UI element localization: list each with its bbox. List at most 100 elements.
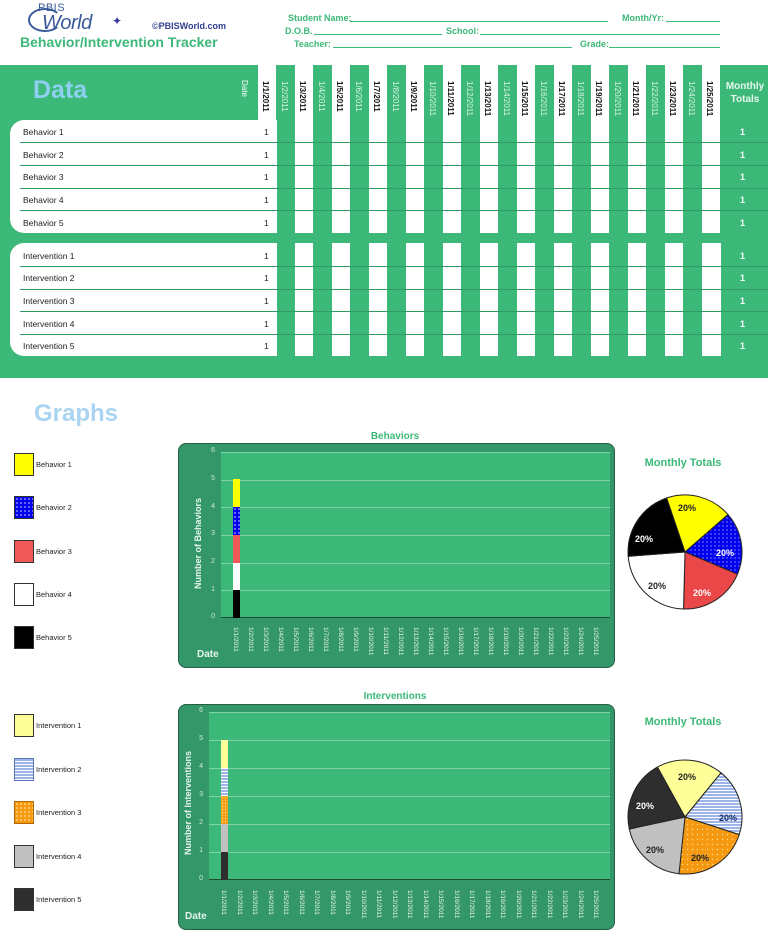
svg-text:20%: 20% bbox=[691, 853, 709, 863]
behavior-cell[interactable]: 1 bbox=[264, 195, 269, 205]
behaviors-y-axis-label: Number of Behaviors bbox=[193, 497, 203, 589]
teacher-field[interactable] bbox=[333, 38, 572, 48]
behavior-row-label: Behavior 2 bbox=[23, 150, 64, 160]
intervention-cell[interactable]: 1 bbox=[264, 273, 269, 283]
date-column[interactable]: 1/13/2011 bbox=[480, 65, 498, 233]
behavior-cell[interactable]: 1 bbox=[264, 172, 269, 182]
behaviors-pie-chart: 20% 20% 20% 20% 20% bbox=[627, 494, 743, 610]
svg-text:20%: 20% bbox=[719, 813, 737, 823]
behavior-total: 1 bbox=[740, 172, 746, 182]
intervention-row-label: Intervention 1 bbox=[23, 251, 75, 261]
legend-item-behavior-5: Behavior 5 bbox=[14, 626, 72, 649]
yellow-swatch-icon bbox=[14, 453, 34, 476]
interventions-pie-title: Monthly Totals bbox=[644, 716, 722, 728]
behavior-row-label: Behavior 5 bbox=[23, 218, 64, 228]
legend-item-intervention-1: Intervention 1 bbox=[14, 714, 81, 737]
graphs-section-title: Graphs bbox=[34, 400, 119, 427]
legend-item-behavior-4: Behavior 4 bbox=[14, 583, 72, 606]
intervention-cell[interactable]: 1 bbox=[264, 319, 269, 329]
blue-dotted-swatch-icon bbox=[14, 496, 34, 519]
interventions-x-axis-label: Date bbox=[185, 911, 207, 922]
copyright: ©PBISWorld.com bbox=[152, 21, 226, 31]
behavior-total: 1 bbox=[740, 218, 746, 228]
behavior-cell[interactable]: 1 bbox=[264, 218, 269, 228]
orange-dotted-swatch-icon bbox=[14, 801, 34, 824]
interventions-pie-chart: 20% 20% 20% 20% 20% bbox=[627, 759, 743, 875]
bar-intervention-2 bbox=[221, 768, 228, 796]
behaviors-x-axis-label: Date bbox=[197, 649, 219, 660]
grade-field[interactable] bbox=[609, 38, 720, 48]
legend-item-behavior-2: Behavior 2 bbox=[14, 496, 72, 519]
bar-intervention-1 bbox=[221, 740, 228, 768]
intervention-total: 1 bbox=[740, 273, 746, 283]
svg-text:20%: 20% bbox=[693, 588, 711, 598]
grade-label: Grade: bbox=[580, 39, 610, 49]
intervention-total: 1 bbox=[740, 296, 746, 306]
gray-swatch-icon bbox=[14, 845, 34, 868]
intervention-rows-box bbox=[10, 243, 277, 356]
student-name-label: Student Name: bbox=[288, 13, 352, 23]
date-column[interactable]: 1/5/2011 bbox=[332, 65, 350, 233]
month-yr-field[interactable] bbox=[666, 12, 720, 22]
behavior-cell[interactable]: 1 bbox=[264, 127, 269, 137]
student-name-field[interactable] bbox=[350, 12, 608, 22]
date-column[interactable]: 1/9/2011 bbox=[406, 65, 424, 233]
intervention-row-label: Intervention 5 bbox=[23, 341, 75, 351]
date-column: 1/1/2011 bbox=[258, 65, 276, 233]
svg-text:20%: 20% bbox=[636, 801, 654, 811]
pbisworld-logo: PBIS World ✦ bbox=[20, 2, 130, 34]
date-column[interactable]: 1/19/2011 bbox=[591, 65, 609, 233]
intervention-row-label: Intervention 3 bbox=[23, 296, 75, 306]
intervention-cell[interactable]: 1 bbox=[264, 341, 269, 351]
behaviors-pie-title: Monthly Totals bbox=[644, 457, 722, 469]
behavior-row-label: Behavior 3 bbox=[23, 172, 64, 182]
interventions-chart: 6 5 4 3 2 1 0 Number of Interventions Da… bbox=[178, 704, 615, 930]
intervention-cell[interactable]: 1 bbox=[264, 296, 269, 306]
behavior-cell[interactable]: 1 bbox=[264, 150, 269, 160]
date-column[interactable]: 1/3/2011 bbox=[295, 65, 313, 233]
sparkle-icon: ✦ bbox=[112, 14, 123, 28]
intervention-row-label: Intervention 2 bbox=[23, 273, 75, 283]
legend-item-intervention-4: Intervention 4 bbox=[14, 845, 81, 868]
intervention-cell[interactable]: 1 bbox=[264, 251, 269, 261]
behaviors-chart: 6 5 4 3 2 1 0 Number of Behaviors Date 1… bbox=[178, 443, 615, 668]
behaviors-plot-area bbox=[221, 452, 610, 618]
behaviors-chart-title: Behaviors bbox=[370, 431, 420, 442]
date-column[interactable]: 1/11/2011 bbox=[443, 65, 461, 233]
legend-item-intervention-2: Intervention 2 bbox=[14, 758, 81, 781]
date-column[interactable]: 1/7/2011 bbox=[369, 65, 387, 233]
svg-text:20%: 20% bbox=[678, 503, 696, 513]
legend-item-behavior-3: Behavior 3 bbox=[14, 540, 72, 563]
svg-text:20%: 20% bbox=[678, 772, 696, 782]
date-column[interactable]: 1/23/2011 bbox=[665, 65, 683, 233]
red-dotted-swatch-icon bbox=[14, 540, 34, 563]
dark-gray-swatch-icon bbox=[14, 888, 34, 911]
interventions-chart-title: Interventions bbox=[363, 691, 427, 702]
bar-behavior-2 bbox=[233, 507, 240, 535]
white-swatch-icon bbox=[14, 583, 34, 606]
teacher-label: Teacher: bbox=[294, 39, 331, 49]
svg-text:20%: 20% bbox=[648, 581, 666, 591]
intervention-total: 1 bbox=[740, 251, 746, 261]
intervention-total: 1 bbox=[740, 319, 746, 329]
month-yr-label: Month/Yr: bbox=[622, 13, 664, 23]
dob-field[interactable] bbox=[314, 25, 442, 35]
black-swatch-icon bbox=[14, 626, 34, 649]
monthly-totals-header: Monthly Totals bbox=[725, 81, 765, 105]
bar-behavior-1 bbox=[233, 479, 240, 507]
date-column[interactable]: 1/15/2011 bbox=[517, 65, 535, 233]
school-label: School: bbox=[446, 26, 479, 36]
date-column[interactable]: 1/17/2011 bbox=[554, 65, 572, 233]
legend-item-intervention-3: Intervention 3 bbox=[14, 801, 81, 824]
school-field[interactable] bbox=[480, 25, 720, 35]
page-title: Behavior/Intervention Tracker bbox=[20, 34, 218, 50]
bar-intervention-4 bbox=[221, 824, 228, 852]
data-section-title: Data bbox=[33, 76, 88, 104]
interventions-y-axis-label: Number of Interventions bbox=[183, 750, 193, 855]
intervention-total: 1 bbox=[740, 341, 746, 351]
date-column[interactable]: 1/21/2011 bbox=[628, 65, 646, 233]
bar-behavior-4 bbox=[233, 563, 240, 590]
behavior-total: 1 bbox=[740, 127, 746, 137]
bar-intervention-3 bbox=[221, 796, 228, 824]
date-column[interactable]: 1/25/2011 bbox=[702, 65, 720, 233]
